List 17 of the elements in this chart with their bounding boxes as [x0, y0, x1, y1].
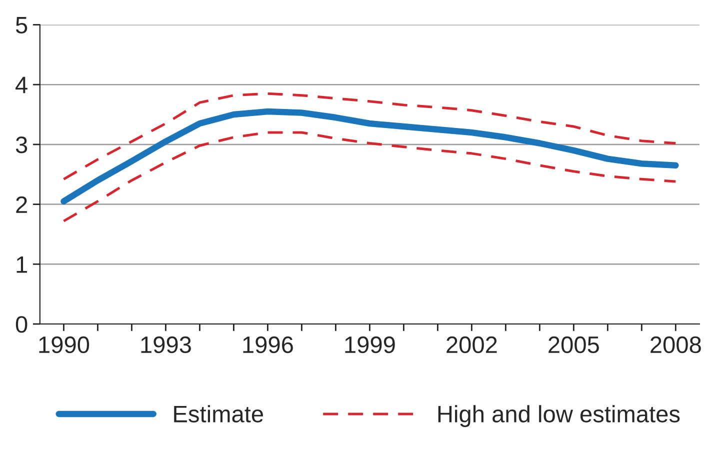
y-tick-label: 5 [16, 17, 28, 34]
x-tick-label: 1996 [243, 336, 293, 354]
y-tick-label: 4 [16, 76, 28, 94]
line-series [62, 92, 677, 180]
x-tick-label: 2005 [548, 336, 599, 354]
line-series [62, 131, 677, 222]
x-tick-label: 1993 [141, 336, 191, 354]
y-tick-label: 0 [16, 316, 28, 333]
x-tick-label: 2002 [446, 336, 497, 354]
legend-label: High and low estimates [438, 405, 680, 428]
x-tick-label: 1999 [345, 336, 395, 354]
y-tick-label: 2 [16, 196, 27, 213]
x-tick-label: 1990 [39, 336, 90, 354]
x-tick-label: 2008 [650, 336, 701, 354]
y-tick-label: 3 [16, 136, 28, 154]
legend-label: Estimate [174, 405, 264, 422]
y-tick-label: 1 [16, 256, 27, 273]
